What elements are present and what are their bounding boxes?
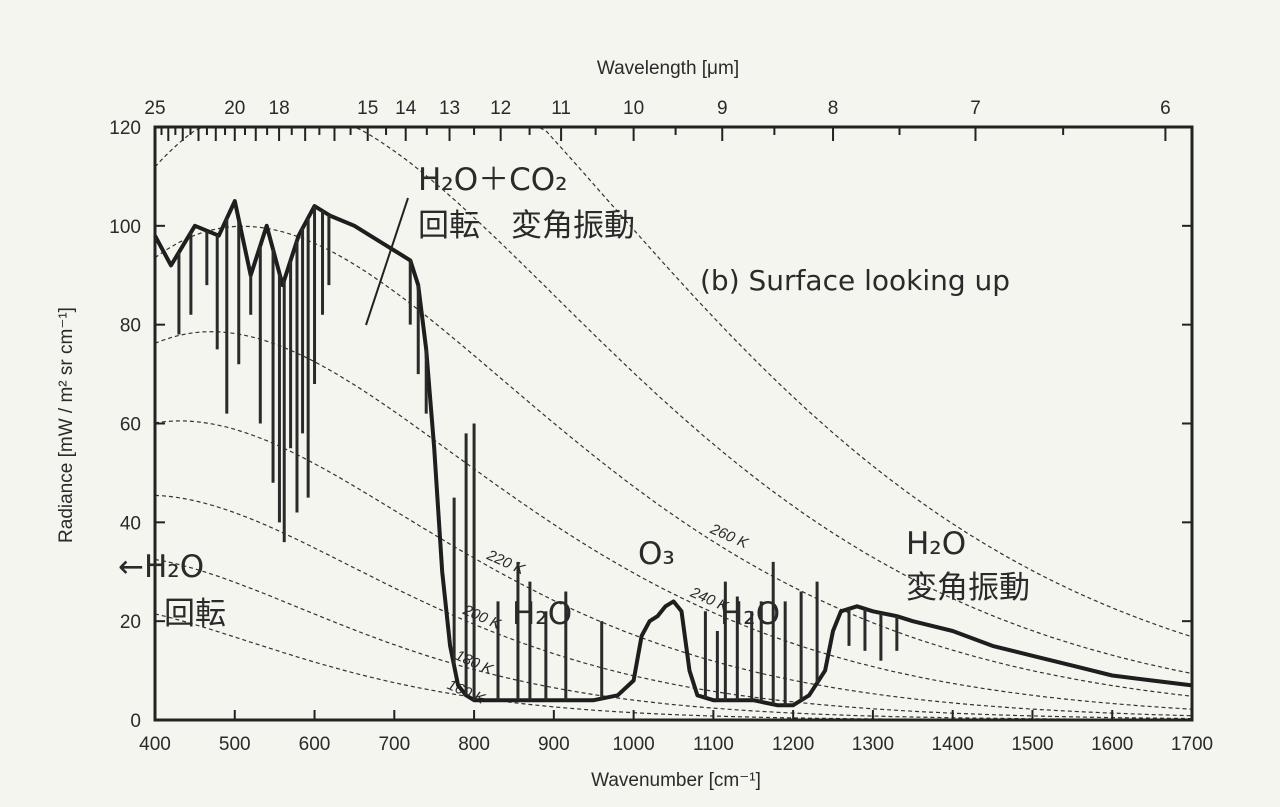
top-tick-label: 25	[144, 98, 165, 119]
annotation-h2o-rotation: ←H₂O	[118, 549, 204, 585]
y-tick-label: 100	[109, 217, 141, 238]
planck-label-220: 220 K	[484, 546, 529, 578]
x-tick-label: 1500	[1011, 734, 1053, 755]
annotation-co2-pointer	[365, 197, 409, 326]
planck-curve-180	[154, 558, 1192, 721]
top-tick-label: 20	[224, 98, 245, 119]
y-tick-label: 40	[120, 513, 141, 534]
chart-subtitle: (b) Surface looking up	[700, 264, 1010, 297]
x-axis-title: Wavenumber [cm⁻¹]	[591, 770, 761, 791]
y-tick-label: 60	[120, 415, 141, 436]
planck-curve-240	[154, 331, 1193, 710]
planck-curve-200	[154, 494, 1193, 720]
top-tick-label: 9	[717, 98, 728, 119]
x-tick-label: 500	[219, 734, 251, 755]
top-tick-label: 12	[490, 98, 511, 119]
top-tick-label: 6	[1160, 98, 1171, 119]
top-tick-label: 14	[395, 98, 417, 119]
annotation-h2o-window: H₂O	[512, 596, 572, 632]
x-tick-label: 700	[378, 734, 410, 755]
annotation-h2o-mid: H₂O	[720, 596, 780, 632]
top-tick-label: 7	[970, 98, 981, 119]
planck-curve-220	[154, 420, 1193, 717]
annotations-group: H₂O＋CO₂ 回転 変角振動 ←H₂O 回転 H₂O O₃ H₂O H₂O 変…	[118, 162, 1030, 632]
top-tick-label: 18	[269, 98, 290, 119]
x-tick-label: 1600	[1091, 734, 1133, 755]
x-tick-label: 600	[299, 734, 331, 755]
planck-curve-280	[154, 126, 1193, 675]
spectrum-group	[153, 199, 1193, 708]
annotation-h2o-bending-sub: 変角振動	[906, 570, 1030, 606]
x-tick-label: 1300	[852, 734, 894, 755]
top-tick-label: 10	[623, 98, 644, 119]
y-tick-label: 80	[120, 316, 141, 337]
x-tick-label: 1000	[612, 734, 654, 755]
x-tick-label: 800	[458, 734, 490, 755]
ticks-group: 400 500 600 700 800 900 1000 1100 1200 1300 1400 15…	[109, 98, 1213, 755]
plot-frame	[153, 125, 1194, 722]
planck-label-260: 260 K	[707, 520, 752, 552]
spectrum-line	[153, 199, 1193, 708]
top-tick-label: 11	[551, 98, 571, 119]
planck-curve-300	[155, 126, 1193, 638]
y-tick-label: 120	[109, 118, 141, 139]
y-tick-label: 0	[130, 711, 141, 732]
top-tick-label: 13	[439, 98, 460, 119]
x-tick-label: 1100	[693, 734, 734, 755]
top-tick-label: 15	[357, 98, 378, 119]
x-tick-label: 400	[139, 734, 171, 755]
annotation-h2o-rotation-sub: 回転	[164, 596, 226, 632]
y-tick-label: 20	[120, 612, 141, 633]
annotation-o3: O₃	[638, 536, 675, 572]
annotation-co2: H₂O＋CO₂	[418, 162, 568, 198]
x-tick-label: 900	[538, 734, 570, 755]
y-axis-title: Radiance [mW / m² sr cm⁻¹]	[56, 307, 77, 543]
top-tick-label: 8	[828, 98, 839, 119]
annotation-h2o-bending: H₂O	[906, 526, 966, 562]
x-tick-label: 1200	[772, 734, 814, 755]
annotation-co2-sub: 回転 変角振動	[418, 208, 635, 244]
x-tick-label: 1700	[1171, 734, 1213, 755]
x-tick-label: 1400	[932, 734, 974, 755]
top-axis-title: Wavelength [μm]	[597, 58, 739, 79]
